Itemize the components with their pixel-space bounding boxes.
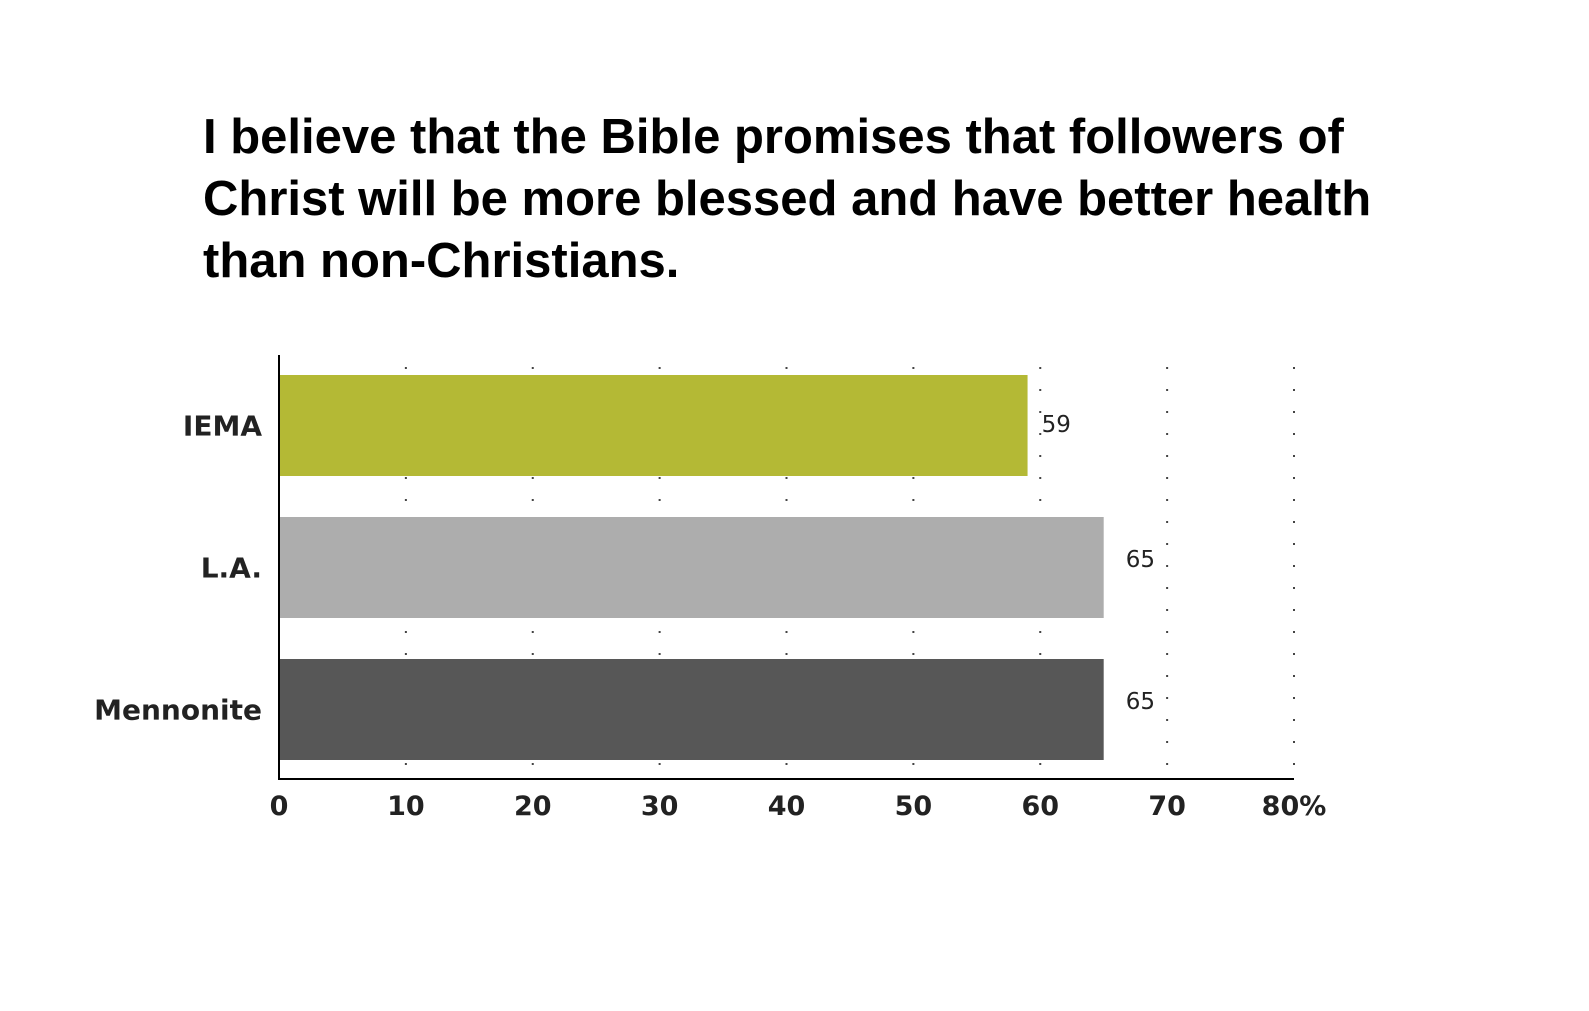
bars — [279, 375, 1104, 760]
bar-l-a — [279, 517, 1104, 618]
x-tick-label: 40 — [768, 791, 806, 822]
x-tick-label: 80% — [1262, 791, 1327, 822]
data-label: 59 — [1042, 412, 1071, 438]
bar-iema — [279, 375, 1028, 476]
x-tick-label: 50 — [895, 791, 933, 822]
axes — [278, 355, 1294, 780]
x-tick-label: 10 — [387, 791, 425, 822]
x-tick-label: 60 — [1021, 791, 1059, 822]
x-tick-label: 20 — [514, 791, 552, 822]
category-label: L.A. — [201, 552, 262, 585]
x-tick-label: 30 — [641, 791, 679, 822]
x-tick-label: 0 — [270, 791, 289, 822]
x-tick-label: 70 — [1148, 791, 1186, 822]
data-label: 65 — [1126, 547, 1155, 573]
bar-mennonite — [279, 659, 1104, 760]
chart-title: I believe that the Bible promises that f… — [203, 110, 1372, 288]
labels: IEMA L.A. Mennonite 59 65 65 0 10 20 30 40 50 60 70 80… — [94, 410, 1326, 823]
category-label: Mennonite — [94, 694, 262, 727]
category-label: IEMA — [183, 410, 262, 443]
data-label: 65 — [1126, 689, 1155, 715]
